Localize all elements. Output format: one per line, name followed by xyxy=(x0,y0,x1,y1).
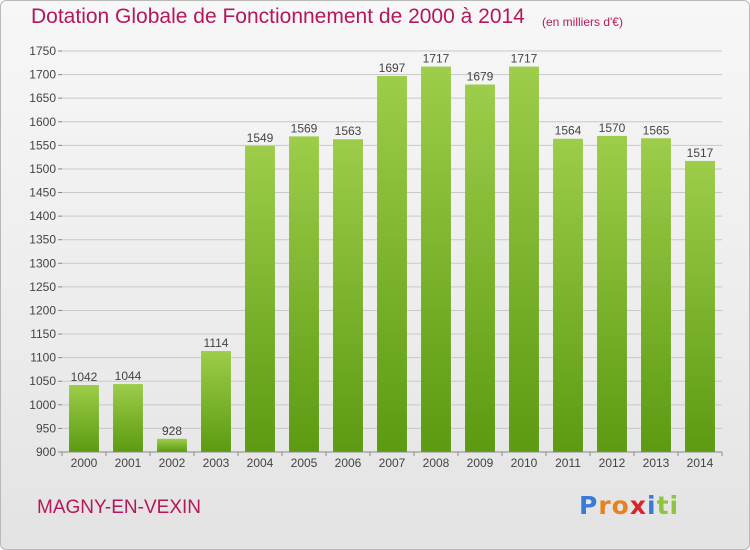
y-tick-label: 1050 xyxy=(29,374,56,388)
x-tick-label: 2007 xyxy=(379,456,406,470)
commune-name: MAGNY-EN-VEXIN xyxy=(37,497,201,518)
bar xyxy=(157,438,187,452)
data-label: 1549 xyxy=(247,131,274,145)
bar xyxy=(333,139,363,452)
logo-letter: P xyxy=(579,491,599,520)
chart-title: Dotation Globale de Fonctionnement de 20… xyxy=(31,5,525,28)
logo-letter: r xyxy=(598,491,612,520)
x-tick-label: 2006 xyxy=(335,456,362,470)
bar xyxy=(421,66,451,452)
data-label: 1044 xyxy=(115,369,142,383)
y-tick-label: 1750 xyxy=(29,44,56,58)
bar xyxy=(685,160,715,452)
data-label: 1697 xyxy=(379,61,406,75)
x-tick-label: 2000 xyxy=(71,456,98,470)
y-tick-label: 1450 xyxy=(29,186,56,200)
x-tick-label: 2005 xyxy=(291,456,318,470)
x-tick-label: 2014 xyxy=(687,456,714,470)
y-axis-ticks: 900 950 1000 1050 1100 1150 1200 1250 1300 1350 14… xyxy=(29,44,62,459)
y-tick-label: 1400 xyxy=(29,209,56,223)
bar xyxy=(641,138,671,452)
y-tick-label: 1000 xyxy=(29,398,56,412)
bar xyxy=(553,138,583,452)
x-tick-label: 2004 xyxy=(247,456,274,470)
data-label: 1564 xyxy=(555,124,582,138)
y-tick-label: 1300 xyxy=(29,256,56,270)
y-tick-label: 1350 xyxy=(29,233,56,247)
chart-subtitle: (en milliers d'€) xyxy=(542,15,623,29)
bar xyxy=(289,136,319,452)
x-tick-label: 2002 xyxy=(159,456,186,470)
data-label: 1042 xyxy=(71,370,98,384)
y-tick-label: 1550 xyxy=(29,138,56,152)
x-tick-label: 2008 xyxy=(423,456,450,470)
bar xyxy=(465,84,495,452)
data-label: 1679 xyxy=(467,69,494,83)
x-tick-label: 2001 xyxy=(115,456,142,470)
data-label: 1717 xyxy=(423,52,450,66)
x-tick-label: 2011 xyxy=(555,456,581,470)
logo-letter: i xyxy=(669,491,680,520)
x-tick-label: 2012 xyxy=(599,456,626,470)
x-tick-label: 2003 xyxy=(203,456,230,470)
bar xyxy=(377,76,407,452)
data-label: 1517 xyxy=(687,146,714,160)
x-tick-label: 2009 xyxy=(467,456,494,470)
bar xyxy=(245,145,275,452)
proxiti-logo: Proxiti xyxy=(579,491,679,520)
y-tick-label: 1250 xyxy=(29,280,56,294)
data-label: 1569 xyxy=(291,121,318,135)
bar xyxy=(69,385,99,452)
y-tick-label: 900 xyxy=(36,445,56,459)
data-label: 1570 xyxy=(599,121,626,135)
x-tick-label: 2013 xyxy=(643,456,670,470)
y-tick-label: 1150 xyxy=(30,327,56,341)
logo-letter: x xyxy=(629,491,647,520)
x-axis-ticks: 2000 2001 2002 2003 2004 2005 2006 2007 2008 2009… xyxy=(61,452,723,470)
bar xyxy=(509,66,539,452)
y-tick-label: 1700 xyxy=(29,68,56,82)
data-label: 1565 xyxy=(643,123,670,137)
bar xyxy=(113,384,143,452)
bar xyxy=(597,135,627,452)
data-labels: 1042 1044 928 1114 1549 1569 1563 1697 1717 1679 1… xyxy=(71,52,714,438)
y-tick-label: 1100 xyxy=(30,351,56,365)
logo-letter: o xyxy=(611,491,630,520)
data-label: 1114 xyxy=(204,336,229,350)
x-tick-label: 2010 xyxy=(511,456,538,470)
y-tick-label: 1650 xyxy=(29,91,56,105)
y-tick-label: 1500 xyxy=(29,162,56,176)
data-label: 928 xyxy=(162,424,182,438)
logo-letter: t xyxy=(656,491,670,520)
bars xyxy=(69,66,715,452)
y-tick-label: 1200 xyxy=(29,303,56,317)
logo-letter: i xyxy=(647,491,657,520)
bar xyxy=(201,351,231,452)
data-label: 1717 xyxy=(511,52,538,66)
data-label: 1563 xyxy=(335,124,362,138)
y-tick-label: 1600 xyxy=(29,115,56,129)
y-tick-label: 950 xyxy=(36,421,56,435)
